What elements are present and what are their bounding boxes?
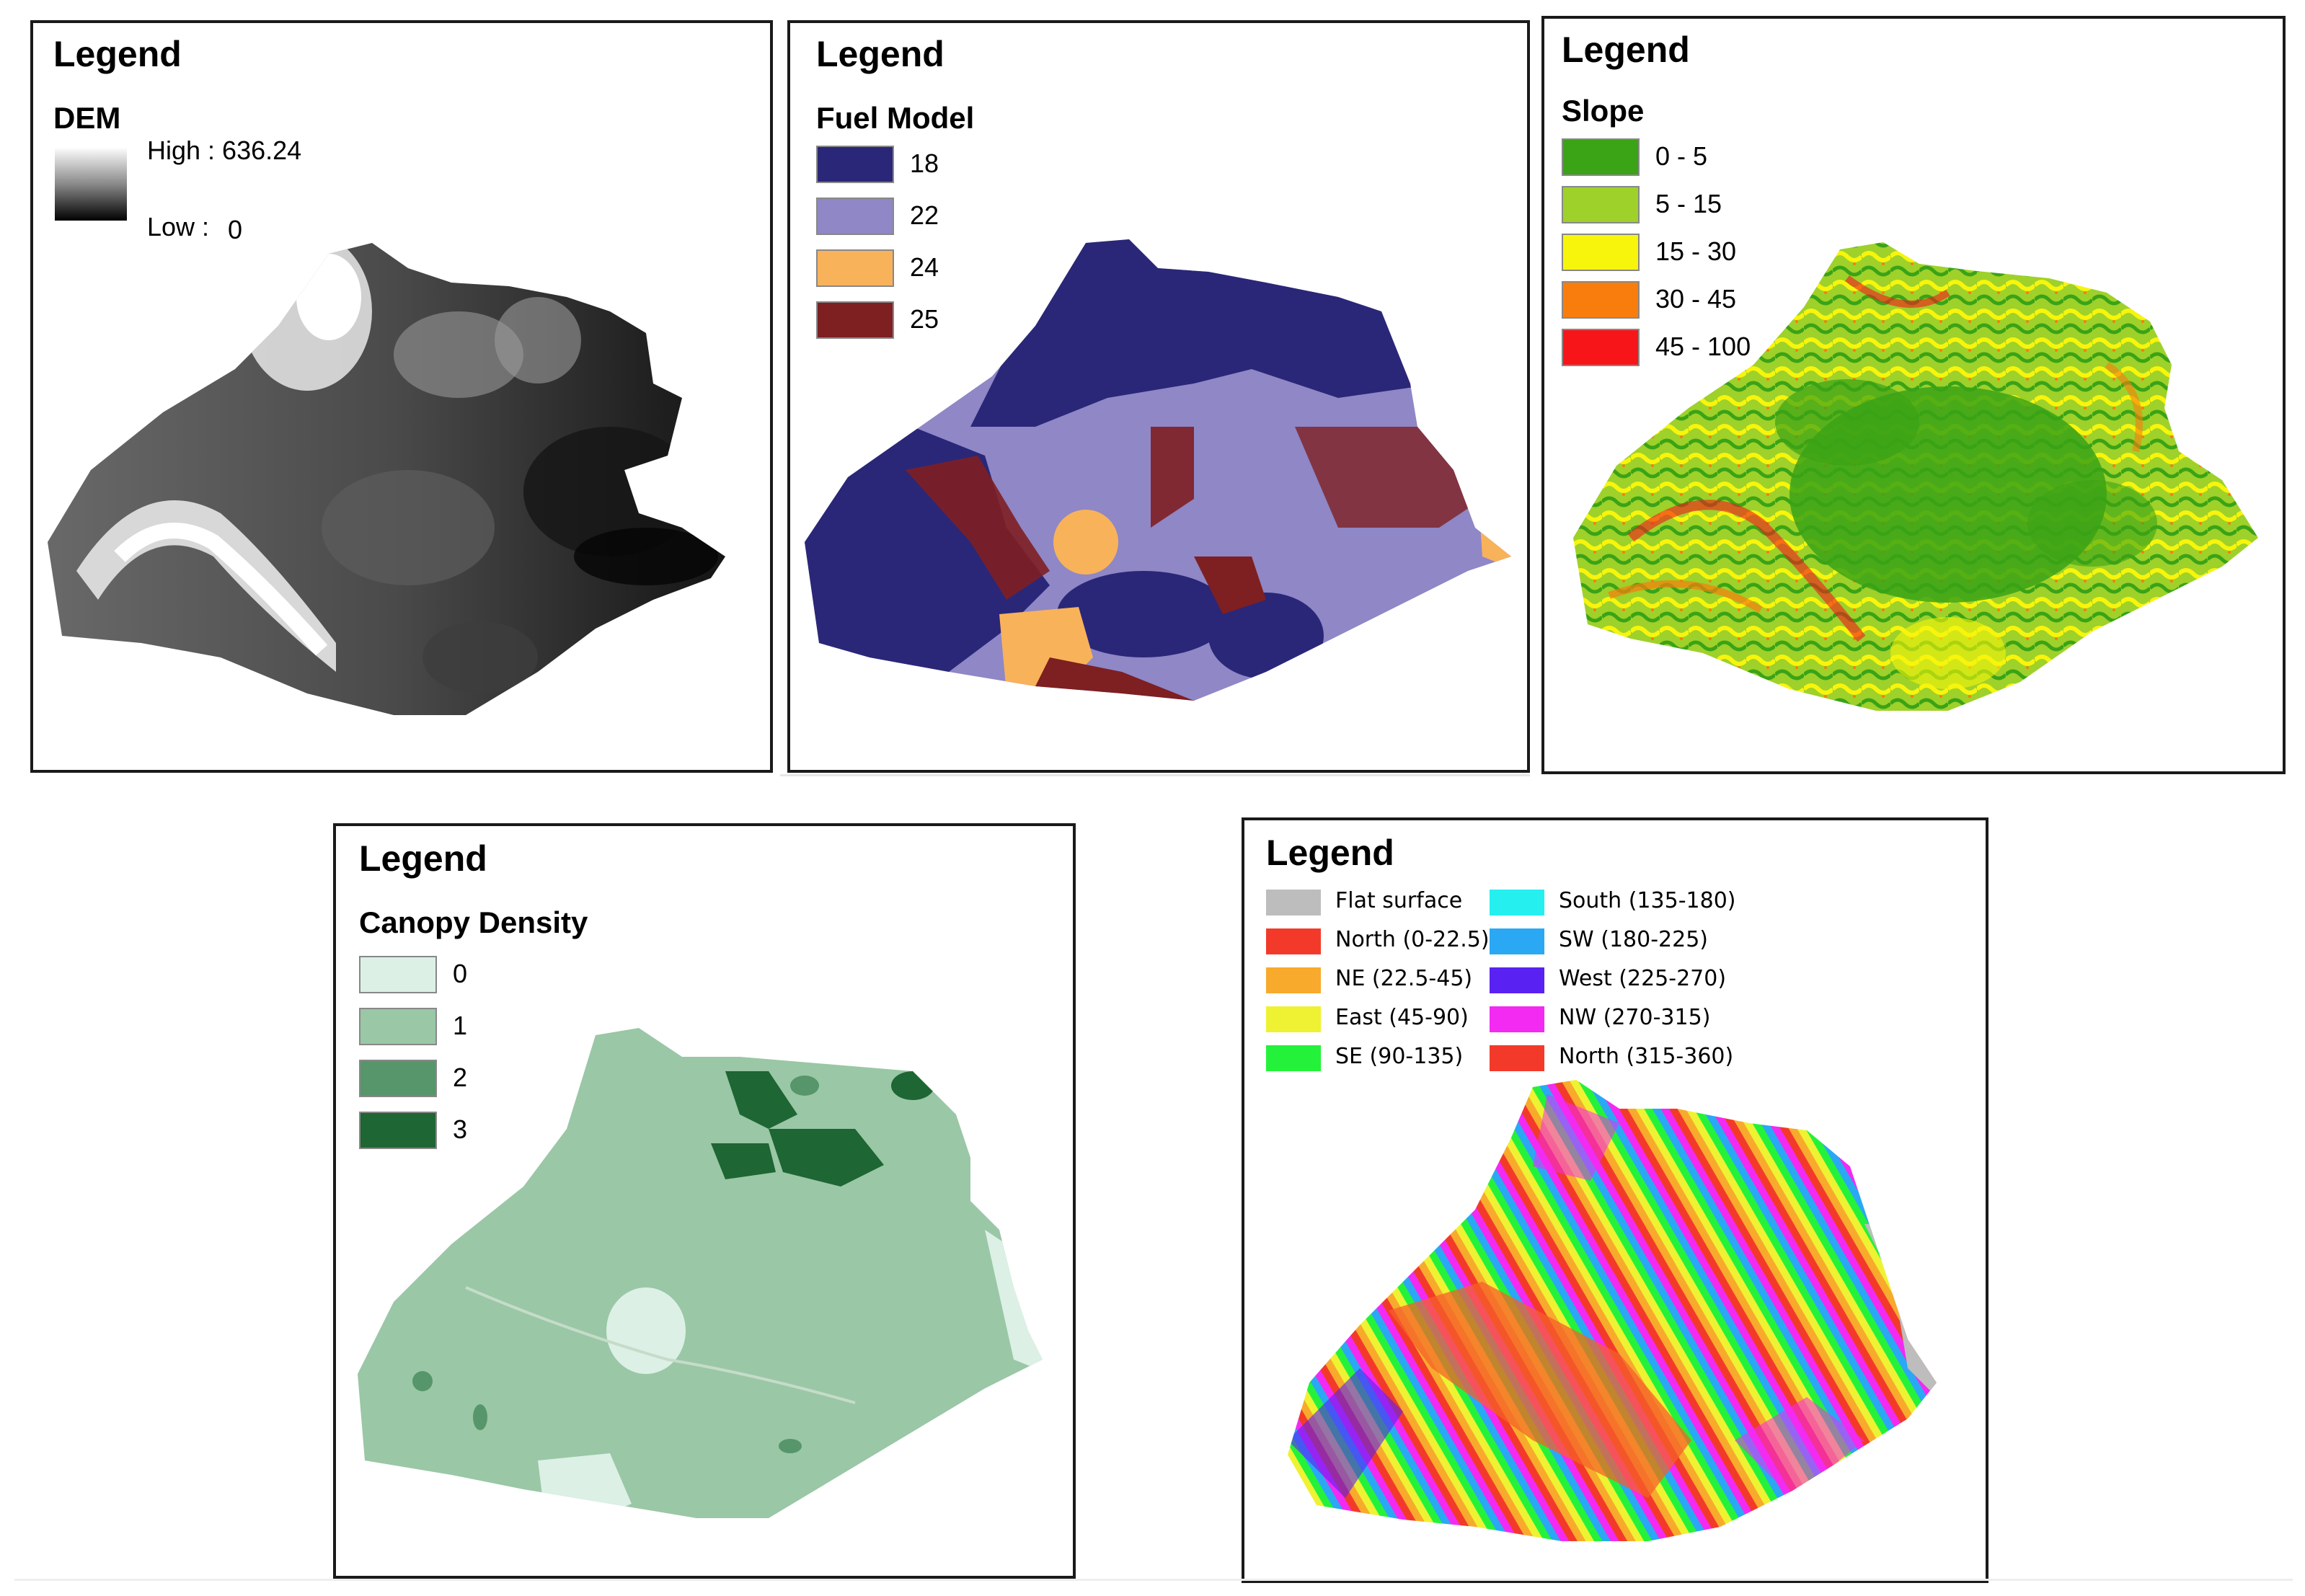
- legend-label: 5 - 15: [1655, 189, 1722, 218]
- fuel-model-map-panel: Legend Fuel Model 18 22 24 25: [787, 20, 1530, 773]
- legend-swatch: [1490, 890, 1544, 916]
- dem-low-value: 0: [228, 215, 243, 244]
- legend-swatch: [1490, 1006, 1544, 1032]
- legend-label: 2: [453, 1063, 468, 1092]
- dem-raster-map: [48, 243, 725, 715]
- legend-label: SW (180-225): [1559, 927, 1708, 952]
- layer-name: Fuel Model: [816, 101, 975, 135]
- legend-label: West (225-270): [1559, 966, 1727, 991]
- legend-swatch: [1266, 928, 1321, 954]
- legend-label: 22: [910, 200, 939, 230]
- aspect-raster-map: [1288, 1080, 1937, 1541]
- aspect-map-panel: Legend Flat surface North (0-22.5) NE (2…: [1242, 817, 1988, 1583]
- legend-title: Legend: [1562, 30, 1690, 70]
- divider-line: [14, 1579, 2293, 1581]
- legend-label: 30 - 45: [1655, 284, 1737, 314]
- legend-swatch: [1562, 329, 1640, 366]
- legend-label: NE (22.5-45): [1335, 966, 1473, 991]
- legend-label: 18: [910, 148, 939, 178]
- dem-map-panel: Legend DEM High : 636.24 Low : 0: [30, 20, 773, 773]
- legend-title: Legend: [816, 34, 944, 74]
- legend-label: South (135-180): [1559, 888, 1736, 913]
- legend-label: North (0-22.5): [1335, 927, 1490, 952]
- legend-swatch: [1266, 1045, 1321, 1071]
- legend-label: Flat surface: [1335, 888, 1463, 913]
- dem-high-label: High : 636.24: [147, 136, 302, 165]
- legend-label: 1: [453, 1011, 468, 1040]
- legend-title: Legend: [53, 34, 182, 74]
- legend-swatch: [359, 1008, 437, 1045]
- legend-label: NW (270-315): [1559, 1005, 1711, 1030]
- legend-swatch: [1562, 234, 1640, 271]
- layer-name: Slope: [1562, 94, 1645, 128]
- slope-raster-map: [1573, 242, 2258, 711]
- legend-title: Legend: [359, 838, 487, 879]
- legend-swatch: [1266, 967, 1321, 993]
- legend-label: 45 - 100: [1655, 332, 1751, 361]
- legend-label: 0 - 5: [1655, 141, 1708, 171]
- legend-swatch: [359, 1112, 437, 1149]
- legend-swatch: [1562, 186, 1640, 223]
- layer-name: DEM: [53, 101, 121, 135]
- slope-map-panel: Legend Slope 0 - 5 5 - 15 15 - 30 30 - 4…: [1541, 16, 2286, 774]
- legend-label: 0: [453, 959, 468, 988]
- legend-swatch: [816, 301, 894, 339]
- legend-label: 3: [453, 1114, 468, 1144]
- dem-gradient-ramp: [55, 147, 127, 221]
- legend-swatch: [1490, 928, 1544, 954]
- divider-line: [780, 774, 1530, 776]
- legend-swatch: [816, 249, 894, 287]
- dem-low-label: Low :: [147, 212, 210, 241]
- canopy-density-map-panel: Legend Canopy Density 0 1 2 3: [333, 823, 1076, 1579]
- canopy-density-raster-map: [358, 1028, 1043, 1518]
- legend-swatch: [1266, 890, 1321, 916]
- legend-title: Legend: [1266, 833, 1394, 873]
- legend-swatch: [1562, 281, 1640, 319]
- legend-swatch: [1266, 1006, 1321, 1032]
- legend-swatch: [1490, 967, 1544, 993]
- legend-swatch: [1490, 1045, 1544, 1071]
- legend-label: 15 - 30: [1655, 236, 1737, 266]
- legend-label: 24: [910, 252, 939, 282]
- fuel-model-raster-map: [805, 239, 1511, 701]
- legend-label: 25: [910, 304, 939, 334]
- legend-label: East (45-90): [1335, 1005, 1469, 1030]
- legend-swatch: [1562, 138, 1640, 176]
- legend-label: SE (90-135): [1335, 1044, 1464, 1069]
- layer-name: Canopy Density: [359, 905, 588, 939]
- legend-swatch: [816, 198, 894, 235]
- legend-swatch: [816, 146, 894, 183]
- legend-swatch: [359, 956, 437, 993]
- legend-label: North (315-360): [1559, 1044, 1734, 1069]
- legend-swatch: [359, 1060, 437, 1097]
